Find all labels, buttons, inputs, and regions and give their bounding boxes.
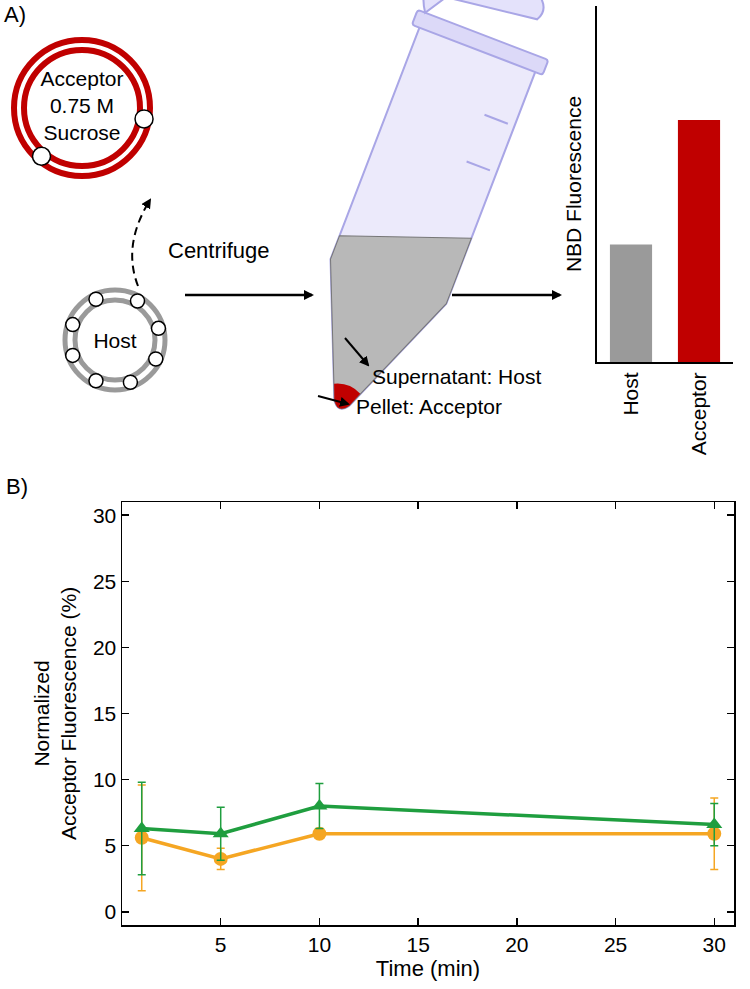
svg-text:15: 15: [406, 933, 429, 956]
svg-text:0.75 M: 0.75 M: [50, 94, 114, 117]
svg-text:30: 30: [93, 504, 116, 527]
svg-text:20: 20: [505, 933, 528, 956]
svg-text:Acceptor: Acceptor: [41, 67, 124, 90]
svg-text:B): B): [6, 474, 28, 499]
svg-text:25: 25: [93, 570, 116, 593]
svg-text:10: 10: [308, 933, 331, 956]
svg-text:0: 0: [105, 900, 117, 923]
svg-text:Acceptor: Acceptor: [687, 372, 710, 455]
svg-text:Host: Host: [93, 329, 136, 352]
svg-text:15: 15: [93, 702, 116, 725]
svg-text:5: 5: [105, 834, 117, 857]
svg-text:Host: Host: [619, 372, 642, 415]
svg-text:Centrifuge: Centrifuge: [168, 238, 270, 263]
svg-text:Time (min): Time (min): [376, 956, 480, 981]
svg-text:5: 5: [215, 933, 227, 956]
svg-text:Pellet: Acceptor: Pellet: Acceptor: [356, 395, 502, 418]
svg-text:20: 20: [93, 636, 116, 659]
svg-text:Sucrose: Sucrose: [43, 121, 120, 144]
svg-text:NormalizedAcceptor Fluorescenc: NormalizedAcceptor Fluorescence (%): [30, 587, 80, 840]
svg-text:30: 30: [703, 933, 726, 956]
svg-text:A): A): [4, 2, 26, 27]
svg-text:NBD Fluorescence: NBD Fluorescence: [562, 96, 585, 272]
svg-text:10: 10: [93, 768, 116, 791]
svg-text:25: 25: [604, 933, 627, 956]
svg-text:Supernatant: Host: Supernatant: Host: [372, 365, 541, 388]
